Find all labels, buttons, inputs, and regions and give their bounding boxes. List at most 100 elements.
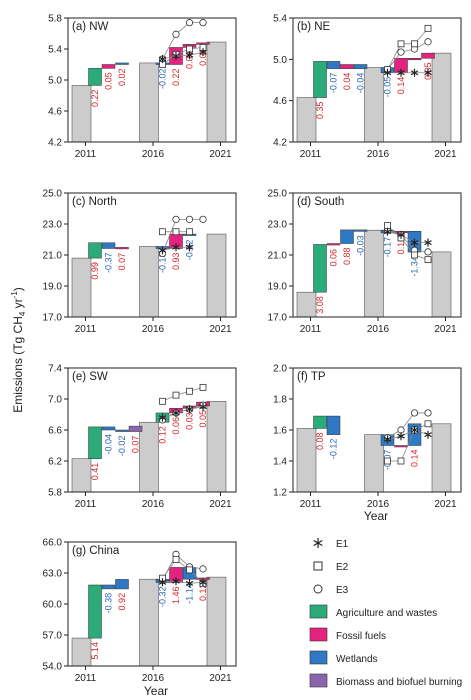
wetlands-change-bar — [326, 415, 341, 435]
total-bar — [71, 85, 92, 143]
asterisk-stroke — [158, 579, 167, 585]
y-tick-label: 4.6 — [273, 96, 287, 107]
e2-point — [172, 556, 180, 563]
e3-point — [199, 215, 207, 223]
change-label: -1.34 — [410, 256, 420, 277]
e1-point — [410, 426, 419, 434]
e1-point — [172, 408, 180, 417]
x-tick-label: 2016 — [142, 499, 165, 510]
y-tick-label: 5.8 — [48, 14, 62, 25]
x-tick-label: 2016 — [142, 324, 165, 335]
legend-label: Fossil fuels — [336, 631, 386, 642]
e3-point — [410, 409, 419, 417]
x-axis-title-right: Year — [364, 509, 388, 523]
e3-point — [172, 30, 180, 38]
e2-point — [186, 228, 193, 236]
asterisk-stroke — [313, 539, 323, 547]
e2-point — [411, 251, 418, 259]
x-tick-label: 2021 — [209, 673, 232, 684]
wetlands-change-bar — [340, 229, 354, 244]
x-tick-label: 2016 — [367, 499, 390, 510]
e1-point — [158, 413, 167, 422]
e3-line — [387, 229, 429, 253]
e1-point — [199, 578, 207, 587]
legend-item-e2: E2 — [313, 561, 349, 573]
asterisk-stroke — [172, 244, 180, 250]
panel-title: (e) SW — [72, 371, 108, 383]
e1-point — [172, 51, 180, 60]
change-label: 0.07 — [117, 253, 127, 271]
y-tick-label: 54.0 — [43, 662, 63, 673]
total-bar — [364, 434, 384, 493]
y-tick-label: 60.0 — [43, 600, 63, 611]
e2-point — [172, 228, 180, 236]
y-tick-label: 5.8 — [48, 488, 62, 499]
e1-point — [397, 432, 405, 441]
asterisk-stroke — [185, 406, 194, 412]
asterisk-stroke — [424, 432, 432, 438]
change-label: 0.35 — [315, 102, 325, 120]
asterisk-stroke — [172, 578, 180, 584]
change-label: -0.02 — [158, 69, 168, 90]
e2-point — [199, 383, 207, 391]
change-label: 0.41 — [90, 463, 100, 481]
total-bar — [364, 229, 384, 318]
e1-point — [410, 68, 419, 77]
wetlands-change-bar — [326, 61, 341, 69]
legend-label: Wetlands — [336, 654, 378, 665]
e3-point — [185, 19, 194, 27]
y-tick-label: 5.0 — [273, 55, 287, 66]
total-bar — [71, 637, 92, 667]
change-label: 0.08 — [315, 432, 325, 450]
e1-point — [199, 402, 207, 411]
y-tick-label: 2.0 — [273, 364, 287, 375]
e2-point — [384, 457, 391, 465]
panel-title: (a) NW — [72, 21, 109, 33]
agriculture-change-bar — [313, 244, 327, 293]
e3-point — [424, 409, 432, 417]
e1-line — [387, 231, 428, 244]
legend-item-fossil: Fossil fuels — [309, 627, 386, 642]
asterisk-stroke — [158, 56, 167, 62]
e2-point — [424, 256, 432, 264]
panel-title: (g) China — [72, 545, 120, 557]
e3-line — [162, 22, 203, 60]
wetlands-change-bar — [101, 242, 116, 249]
change-label: -0.12 — [329, 439, 339, 460]
asterisk-stroke — [172, 53, 180, 59]
x-tick-label: 2011 — [300, 499, 322, 510]
x-tick-label: 2011 — [300, 324, 322, 335]
x-tick-label: 2016 — [142, 149, 165, 160]
asterisk-stroke — [383, 70, 392, 76]
change-label: 0.05 — [104, 72, 114, 90]
asterisk-stroke — [185, 580, 194, 586]
legend-e3-marker — [313, 584, 323, 594]
y-tick-label: 5.4 — [273, 14, 287, 25]
change-label: 3.08 — [315, 296, 325, 314]
change-label: 1.46 — [171, 587, 181, 605]
e2-point — [186, 566, 193, 574]
x-tick-label: 2021 — [434, 499, 457, 510]
change-label: 0.12 — [158, 426, 168, 444]
agriculture-change-bar — [313, 415, 327, 429]
panel-title: (f) TP — [297, 371, 326, 383]
change-label: -1.14 — [185, 583, 195, 604]
e1-line — [162, 580, 204, 584]
change-label: 0.10 — [396, 237, 406, 255]
e2-point — [424, 420, 432, 428]
total-bar — [431, 52, 452, 143]
asterisk-stroke — [185, 244, 194, 250]
change-label: -0.32 — [158, 587, 168, 608]
e1-point — [199, 48, 207, 57]
change-label: -0.37 — [104, 252, 114, 273]
change-label: 0.07 — [131, 436, 141, 454]
total-bar — [431, 423, 452, 493]
legend-item-e3: E3 — [313, 584, 349, 596]
change-label: 0.03 — [185, 412, 195, 430]
asterisk-stroke — [383, 229, 392, 235]
panel-title: (b) NE — [297, 21, 331, 33]
e2-point — [186, 387, 193, 395]
fossil-change-bar — [115, 247, 129, 250]
e1-point — [185, 51, 194, 60]
